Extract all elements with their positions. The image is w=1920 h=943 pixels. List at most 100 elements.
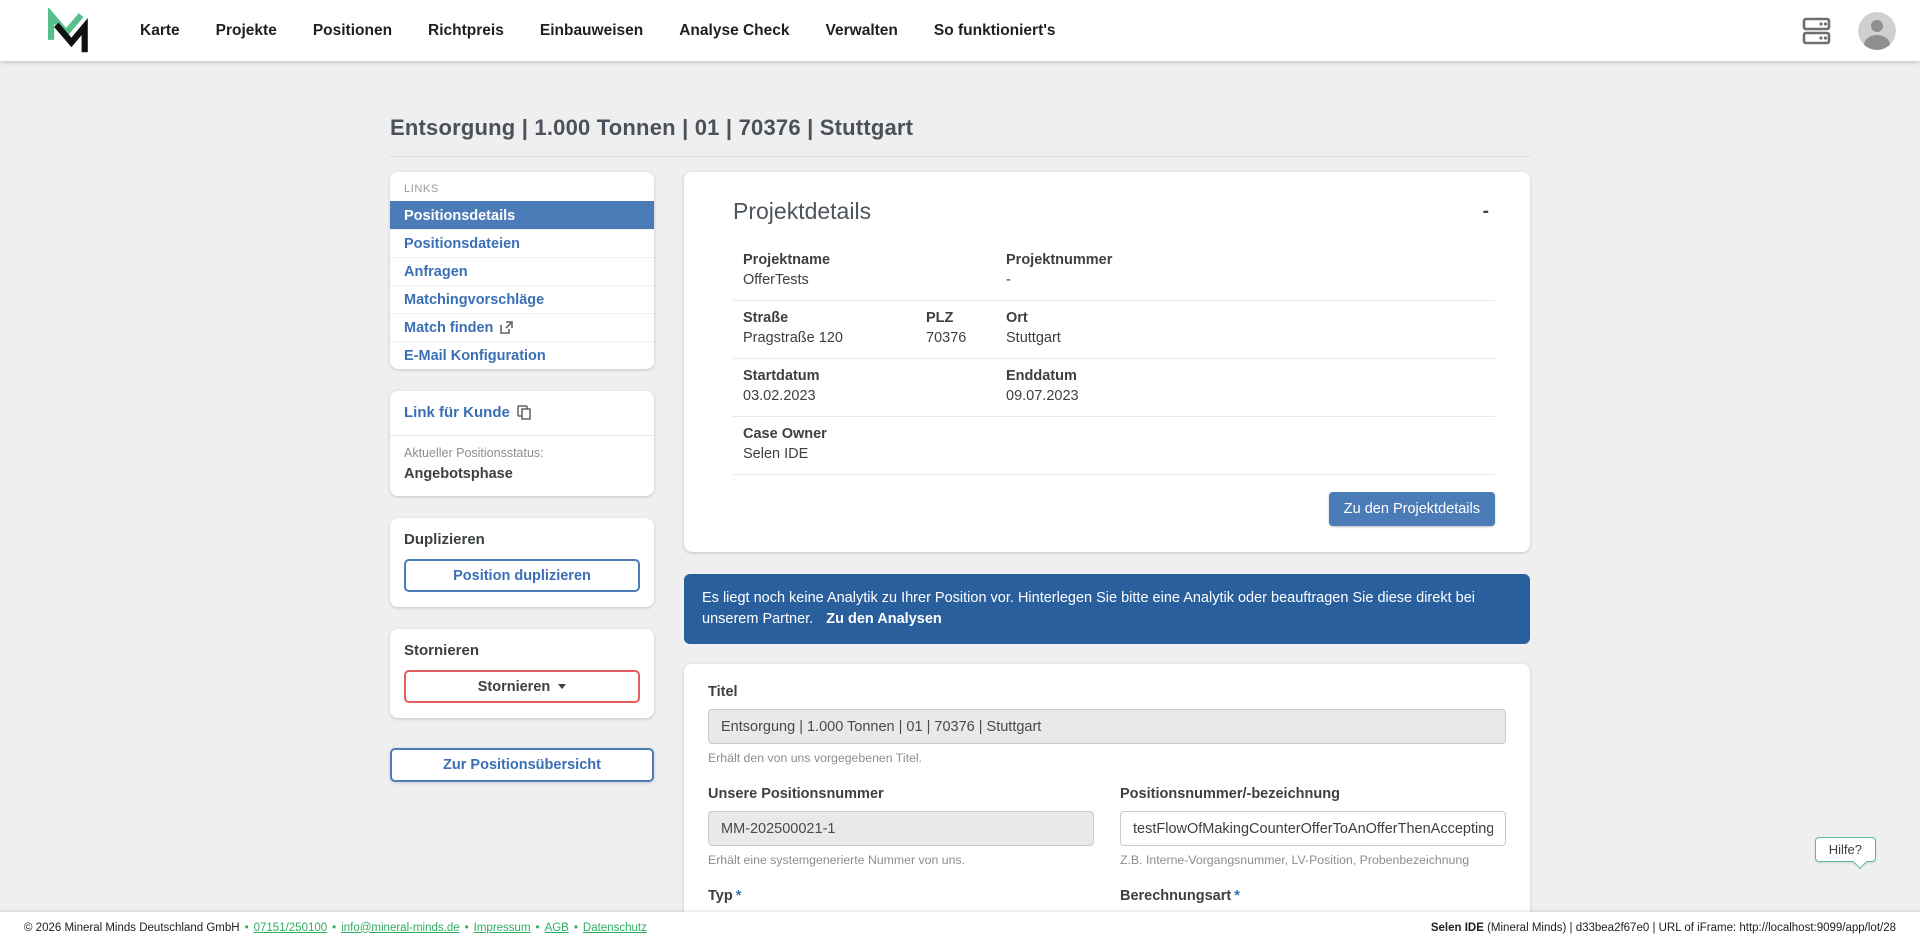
nav-item-richtpreis[interactable]: Richtpreis	[428, 21, 504, 39]
case-owner-label: Case Owner	[743, 426, 827, 442]
sidebar-item-label: Positionsdateien	[404, 235, 521, 252]
ort-value: Stuttgart	[1006, 330, 1061, 346]
server-icon[interactable]	[1801, 16, 1832, 46]
position-overview-button[interactable]: Zur Positionsübersicht	[390, 748, 654, 782]
strasse-label: Straße	[743, 310, 789, 326]
sidebar-item-label: E-Mail Konfiguration	[404, 347, 546, 364]
footer: © 2026 Mineral Minds Deutschland GmbH • …	[0, 912, 1920, 943]
content-column: Projektdetails - Projektname OfferTests …	[684, 172, 1530, 912]
sidebar-item-label: Match finden	[404, 319, 494, 336]
session-details: (Mineral Minds) | d33bea2f67e0 | URL of …	[1483, 921, 1896, 934]
main-content: Entsorgung | 1.000 Tonnen | 01 | 70376 |…	[0, 61, 1920, 912]
titel-field-group: Titel Erhält den von uns vorgegebenen Ti…	[708, 684, 1506, 765]
footer-link-agb[interactable]: AGB	[544, 921, 569, 934]
position-number-helper: Z.B. Interne-Vorgangsnummer, LV-Position…	[1120, 853, 1470, 867]
project-row-case-owner: Case Owner Selen IDE	[733, 417, 1495, 475]
main-nav: Karte Projekte Positionen Richtpreis Ein…	[140, 22, 1056, 40]
our-number-field-group: Unsere Positionsnummer Erhält eine syste…	[708, 786, 1094, 867]
banner-text: Es liegt noch keine Analytik zu Ihrer Po…	[702, 590, 1475, 627]
sidebar: LINKS Positionsdetails Positionsdateien …	[390, 172, 654, 782]
sidebar-item-anfragen[interactable]: Anfragen	[390, 257, 654, 285]
ort-label: Ort	[1006, 310, 1028, 326]
titel-label: Titel	[708, 684, 738, 700]
footer-link-phone[interactable]: 07151/250100	[253, 921, 328, 934]
project-details-title: Projektdetails	[733, 198, 872, 224]
copyright-text: © 2026 Mineral Minds Deutschland GmbH	[24, 921, 240, 934]
project-row-dates: Startdatum 03.02.2023 Enddatum 09.07.202…	[733, 359, 1495, 417]
top-navigation-bar: Karte Projekte Positionen Richtpreis Ein…	[0, 0, 1920, 61]
session-user: Selen IDE	[1430, 921, 1484, 934]
project-details-card: Projektdetails - Projektname OfferTests …	[684, 172, 1530, 552]
startdatum-label: Startdatum	[743, 368, 820, 384]
footer-link-impressum[interactable]: Impressum	[473, 921, 531, 934]
strasse-value: Pragstraße 120	[743, 330, 843, 346]
typ-label: Typ *	[708, 888, 1094, 904]
nav-item-verwalten[interactable]: Verwalten	[825, 21, 898, 39]
projektname-value: OfferTests	[743, 272, 809, 288]
berechnungsart-field-group: Berechnungsart* Preisoptimierung	[1120, 888, 1506, 912]
our-number-helper: Erhält eine systemgenerierte Nummer von …	[708, 853, 965, 867]
plz-value: 70376	[926, 330, 967, 346]
footer-separator: •	[332, 921, 337, 934]
user-avatar-icon[interactable]	[1858, 11, 1896, 50]
position-status-label: Aktueller Positionsstatus:	[404, 446, 544, 460]
our-number-input	[708, 811, 1094, 846]
cancel-card: Stornieren Stornieren	[390, 629, 654, 718]
sidebar-item-matchingvorschlaege[interactable]: Matchingvorschläge	[390, 285, 654, 313]
plz-label: PLZ	[926, 310, 954, 326]
sidebar-item-label: Matchingvorschläge	[404, 291, 545, 308]
nav-item-einbauweisen[interactable]: Einbauweisen	[539, 21, 644, 39]
position-status-value: Angebotsphase	[404, 466, 513, 482]
position-number-input[interactable]	[1120, 811, 1506, 846]
required-marker: *	[1234, 888, 1240, 904]
go-to-analyses-link[interactable]: Zu den Analysen	[826, 611, 942, 627]
footer-link-datenschutz[interactable]: Datenschutz	[582, 921, 647, 934]
nav-item-projekte[interactable]: Projekte	[215, 21, 277, 39]
footer-separator: •	[244, 921, 249, 934]
links-card: LINKS Positionsdetails Positionsdateien …	[390, 172, 654, 369]
nav-item-analyse-check[interactable]: Analyse Check	[679, 21, 790, 39]
projektnummer-label: Projektnummer	[1006, 252, 1113, 268]
nav-item-karte[interactable]: Karte	[140, 21, 180, 39]
enddatum-value: 09.07.2023	[1006, 388, 1079, 404]
projektnummer-value: -	[1006, 272, 1011, 288]
page-title: Entsorgung | 1.000 Tonnen | 01 | 70376 |…	[390, 115, 914, 140]
help-button[interactable]: Hilfe?	[1814, 837, 1876, 870]
nav-item-positionen[interactable]: Positionen	[312, 21, 393, 39]
copy-icon	[517, 405, 531, 420]
customer-link-label: Link für Kunde	[404, 404, 510, 421]
footer-left: © 2026 Mineral Minds Deutschland GmbH • …	[24, 922, 647, 934]
position-number-field-group: Positionsnummer/-bezeichnung Z.B. Intern…	[1120, 786, 1506, 867]
caret-down-icon	[558, 684, 567, 689]
duplicate-title: Duplizieren	[404, 531, 485, 548]
footer-session-info: Selen IDE (Mineral Minds) | d33bea2f67e0…	[1431, 922, 1896, 934]
typ-field-group: Typ* Entsorgung	[708, 888, 1094, 912]
header-actions	[1801, 11, 1896, 50]
sidebar-item-positionsdateien[interactable]: Positionsdateien	[390, 229, 654, 257]
sidebar-item-email-konfiguration[interactable]: E-Mail Konfiguration	[390, 341, 654, 369]
position-number-label: Positionsnummer/-bezeichnung	[1120, 786, 1340, 802]
titel-helper: Erhält den von uns vorgegebenen Titel.	[708, 751, 922, 765]
collapse-icon[interactable]: -	[1482, 201, 1489, 222]
cancel-position-button[interactable]: Stornieren	[404, 670, 640, 703]
sidebar-item-match-finden[interactable]: Match finden	[390, 313, 654, 341]
go-to-project-details-button[interactable]: Zu den Projektdetails	[1328, 492, 1495, 526]
duplicate-position-button[interactable]: Position duplizieren	[404, 559, 640, 592]
title-divider	[390, 156, 1530, 157]
duplicate-card: Duplizieren Position duplizieren	[390, 518, 654, 607]
sidebar-item-positionsdetails[interactable]: Positionsdetails	[390, 201, 654, 229]
footer-link-email[interactable]: info@mineral-minds.de	[341, 921, 460, 934]
project-row-name-number: Projektname OfferTests Projektnummer -	[733, 243, 1495, 301]
links-card-title: LINKS	[404, 183, 439, 195]
customer-link[interactable]: Link für Kunde	[404, 404, 531, 421]
case-owner-value: Selen IDE	[743, 446, 809, 462]
help-button-label: Hilfe?	[1828, 842, 1862, 857]
external-link-icon	[500, 321, 514, 334]
cancel-button-label: Stornieren	[477, 678, 551, 695]
footer-separator: •	[535, 921, 540, 934]
analytics-info-banner: Es liegt noch keine Analytik zu Ihrer Po…	[684, 574, 1530, 644]
position-form-card: Titel Erhält den von uns vorgegebenen Ti…	[684, 664, 1530, 912]
sidebar-item-label: Anfragen	[404, 263, 468, 280]
mineral-minds-logo-icon[interactable]	[44, 7, 90, 54]
nav-item-so-funktionierts[interactable]: So funktioniert's	[933, 21, 1056, 39]
